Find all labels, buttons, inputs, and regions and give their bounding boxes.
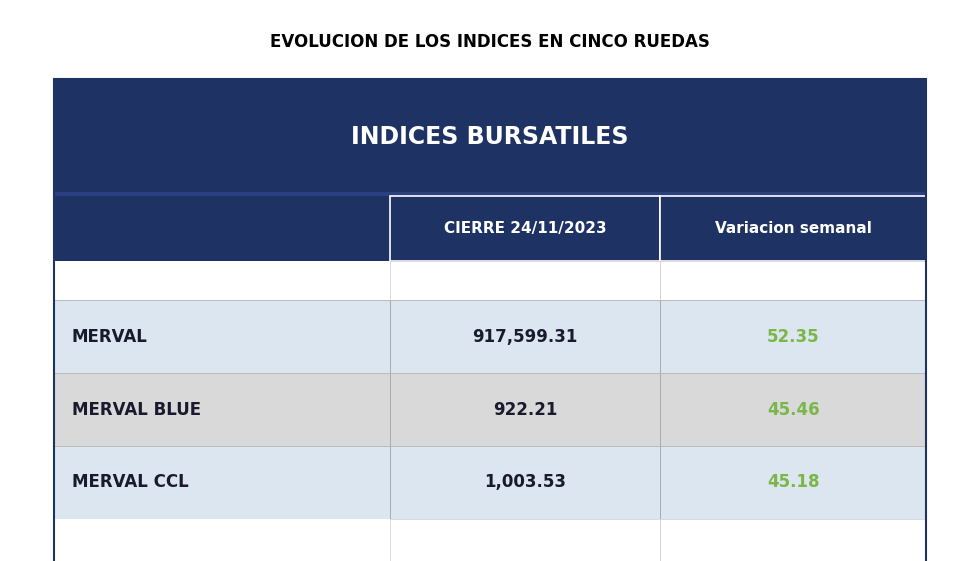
Bar xyxy=(54,261,926,300)
Bar xyxy=(54,79,926,196)
Bar xyxy=(661,519,926,561)
Bar xyxy=(661,261,926,300)
Text: MERVAL CCL: MERVAL CCL xyxy=(72,473,188,491)
Text: 922.21: 922.21 xyxy=(493,401,557,419)
Bar xyxy=(54,373,926,374)
Bar xyxy=(661,373,662,446)
Text: 52.35: 52.35 xyxy=(766,328,819,346)
Text: MERVAL: MERVAL xyxy=(72,328,147,346)
Bar xyxy=(661,446,662,519)
Bar xyxy=(54,192,926,196)
Bar xyxy=(390,446,391,519)
Bar xyxy=(661,196,926,261)
Bar xyxy=(390,519,661,561)
Text: MERVAL BLUE: MERVAL BLUE xyxy=(72,401,201,419)
Text: EVOLUCION DE LOS INDICES EN CINCO RUEDAS: EVOLUCION DE LOS INDICES EN CINCO RUEDAS xyxy=(270,33,710,51)
Bar xyxy=(661,300,662,373)
Bar xyxy=(54,300,926,301)
Bar xyxy=(390,300,391,373)
Bar xyxy=(390,196,661,261)
Bar xyxy=(54,196,390,261)
Bar xyxy=(54,79,926,561)
Text: 45.46: 45.46 xyxy=(766,401,819,419)
Text: Variacion semanal: Variacion semanal xyxy=(714,221,871,236)
Bar xyxy=(54,373,926,446)
Bar xyxy=(390,373,391,446)
Text: 917,599.31: 917,599.31 xyxy=(472,328,577,346)
Text: INDICES BURSATILES: INDICES BURSATILES xyxy=(351,126,629,149)
Bar xyxy=(54,446,926,519)
Bar xyxy=(390,261,661,300)
Bar xyxy=(54,519,926,561)
Text: 1,003.53: 1,003.53 xyxy=(484,473,565,491)
Bar xyxy=(54,446,926,447)
Bar xyxy=(54,300,926,373)
Text: CIERRE 24/11/2023: CIERRE 24/11/2023 xyxy=(444,221,607,236)
Text: 45.18: 45.18 xyxy=(766,473,819,491)
